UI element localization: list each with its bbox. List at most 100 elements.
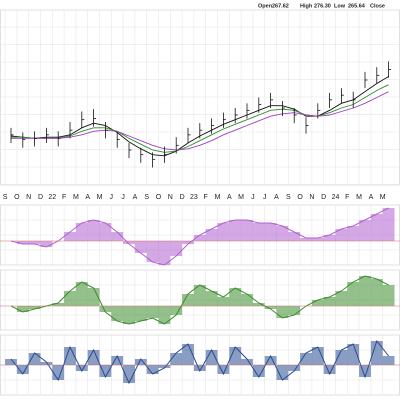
- oscillator-bar: [134, 359, 147, 365]
- oscillator-bar: [370, 279, 383, 306]
- oscillator-bar: [123, 306, 135, 324]
- oscillator-bar: [323, 365, 336, 374]
- oscillator-bar: [347, 344, 360, 365]
- x-tick-label: J: [251, 194, 255, 201]
- oscillator-bar: [28, 241, 41, 244]
- oscillator-bar: [205, 229, 218, 241]
- x-tick-label: A: [274, 194, 279, 201]
- oscillator-bar: [146, 306, 159, 318]
- oscillator-bar: [182, 344, 194, 365]
- oscillator-bar: [359, 276, 371, 306]
- oscillator-bar: [64, 291, 76, 306]
- oscillator-bar: [276, 365, 289, 380]
- oscillator-bar: [75, 223, 88, 241]
- oscillator-line: [10, 207, 389, 266]
- oscillator-bar: [87, 350, 100, 365]
- oscillator-bar: [5, 359, 17, 365]
- x-tick-label: F: [204, 194, 208, 201]
- oscillator-bar: [241, 220, 253, 241]
- moving-average: [11, 91, 389, 151]
- oscillator-bar: [323, 235, 336, 241]
- oscillator-bar: [99, 365, 112, 377]
- oscillator-bar: [335, 229, 348, 241]
- oscillator-bar: [87, 220, 100, 241]
- x-tick-label: S: [144, 194, 149, 201]
- x-tick-label: A: [227, 194, 232, 201]
- x-tick-label: S: [3, 194, 8, 201]
- oscillator-bar: [28, 306, 41, 309]
- oscillator-bar: [193, 365, 206, 371]
- x-tick-label: M: [73, 194, 79, 201]
- x-tick-label: M: [356, 194, 362, 201]
- oscillator-bar: [205, 291, 218, 306]
- oscillator-bar: [111, 306, 124, 321]
- x-tick-label: D: [321, 194, 326, 201]
- x-tick-label: A: [85, 194, 90, 201]
- oscillator-bar: [111, 232, 124, 241]
- x-tick-label: O: [156, 194, 162, 201]
- oscillator-bar: [335, 350, 348, 365]
- x-tick-label: J: [121, 194, 125, 201]
- oscillator-bar: [217, 297, 230, 306]
- oscillator-bar: [288, 365, 301, 371]
- oscillator-bar: [52, 365, 65, 380]
- oscillator-bar: [146, 365, 159, 374]
- oscillator-bar: [182, 294, 194, 306]
- oscillator-bar: [311, 300, 324, 306]
- oscillator-bar: [217, 365, 230, 374]
- oscillator-bar: [16, 306, 29, 312]
- header-label: High: [300, 3, 313, 9]
- x-tick-label: F: [345, 194, 349, 201]
- oscillator-bar: [229, 220, 242, 241]
- oscillator-bar: [382, 285, 395, 306]
- x-tick-label: M: [238, 194, 244, 201]
- x-tick-label: M: [215, 194, 221, 201]
- header-value: 276.30: [314, 3, 331, 9]
- oscillator-bar: [252, 223, 265, 241]
- oscillator-bar: [16, 365, 29, 374]
- oscillator-bar: [134, 241, 147, 253]
- x-tick-label: O: [297, 194, 303, 201]
- oscillator-bar: [193, 285, 206, 306]
- oscillator-bar: [311, 238, 324, 241]
- oscillator-bar: [182, 241, 194, 244]
- oscillator-bar: [99, 223, 112, 241]
- oscillator-bar: [229, 288, 242, 306]
- x-tick-label: A: [369, 194, 374, 201]
- oscillator-bar: [158, 365, 171, 368]
- oscillator-bar: [87, 288, 100, 306]
- header-value: 265.64: [348, 3, 366, 9]
- oscillator-bar: [300, 238, 312, 241]
- header-value: 267.62: [272, 3, 289, 9]
- x-tick-label: F: [62, 194, 66, 201]
- oscillator-bar: [241, 294, 253, 306]
- moving-average: [11, 84, 389, 153]
- x-tick-label: N: [309, 194, 314, 201]
- oscillator-bar: [264, 356, 277, 365]
- oscillator-bar: [28, 353, 41, 365]
- x-tick-label: M: [97, 194, 103, 201]
- oscillator-bar: [347, 226, 360, 241]
- oscillator-bar: [75, 365, 88, 371]
- oscillator-bar: [276, 306, 289, 318]
- oscillator-bar: [335, 291, 348, 306]
- oscillator-bar: [252, 303, 265, 306]
- x-tick-label: M: [380, 194, 386, 201]
- oscillator-bar: [123, 241, 135, 244]
- x-tick-label: D: [38, 194, 43, 201]
- oscillator-bar: [359, 365, 371, 377]
- oscillator-bar: [123, 365, 135, 383]
- oscillator-bar: [64, 347, 76, 365]
- x-tick-label: 22: [48, 194, 56, 201]
- oscillator-bar: [146, 241, 159, 262]
- oscillator-bar: [264, 223, 277, 241]
- oscillator-bar: [382, 208, 395, 241]
- x-tick-label: 24: [332, 194, 340, 201]
- panel-frame: [0, 9, 400, 186]
- oscillator-bar: [229, 347, 242, 365]
- oscillator-bar: [323, 297, 336, 306]
- oscillator-bar: [359, 220, 371, 241]
- x-tick-label: J: [110, 194, 114, 201]
